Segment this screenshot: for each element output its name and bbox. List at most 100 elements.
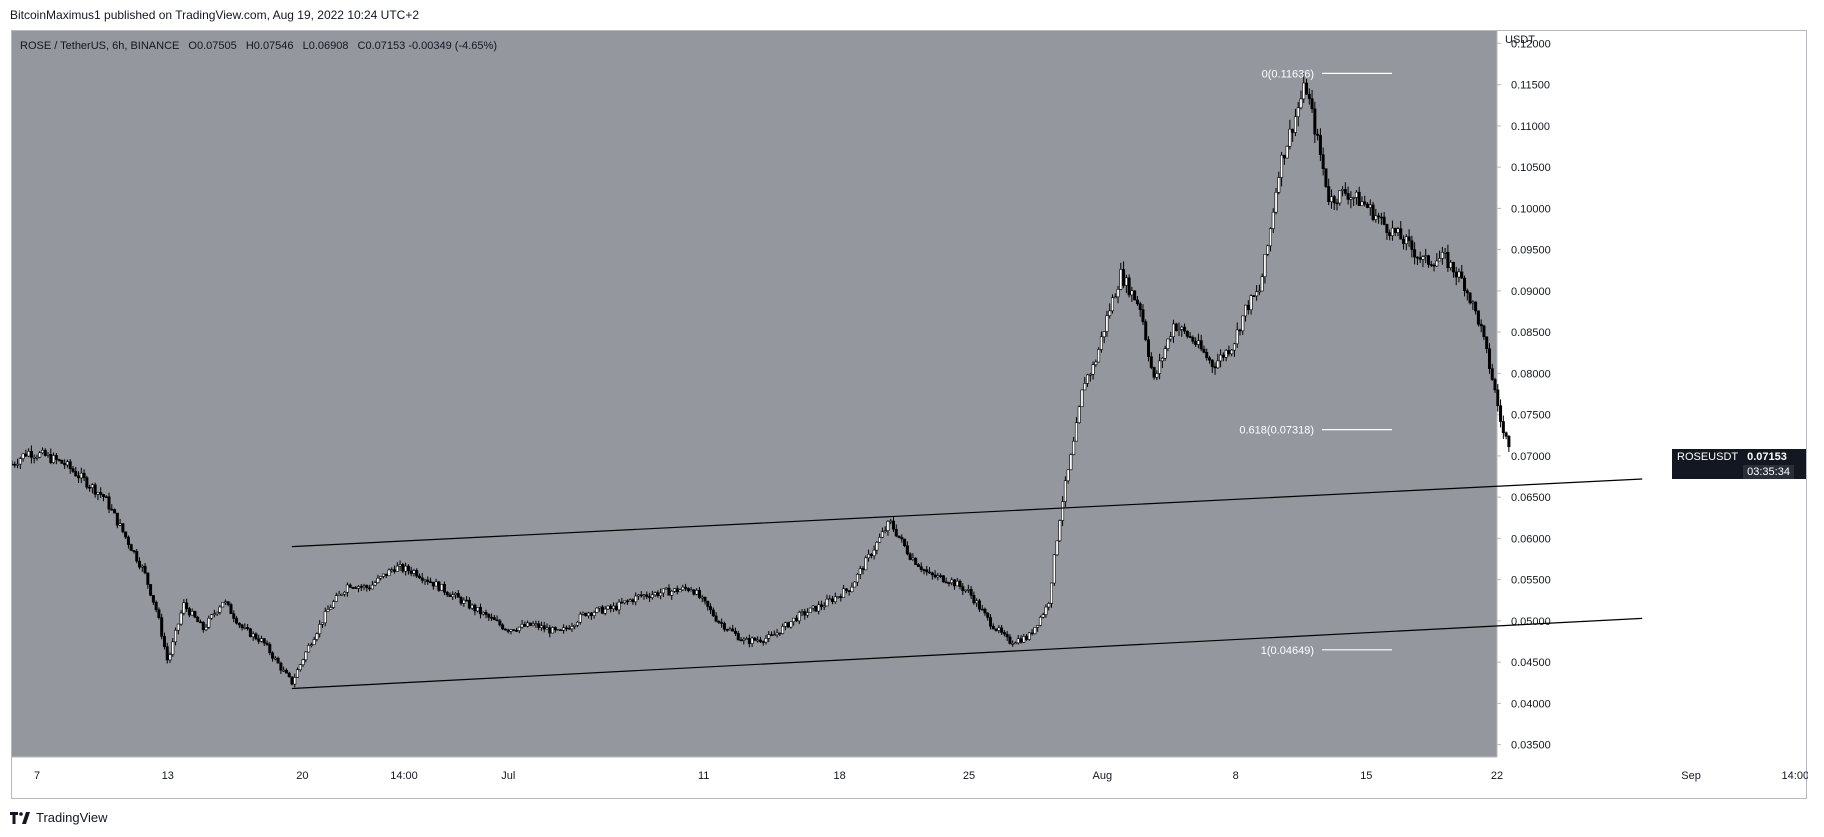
x-tick-label: 7 <box>34 770 40 782</box>
candle-body <box>783 622 787 627</box>
candle-body <box>844 588 848 591</box>
candle-body <box>842 588 846 598</box>
candle-body <box>911 557 915 560</box>
channel-lower-line[interactable] <box>291 617 1643 690</box>
candle-body <box>1033 627 1037 635</box>
candle-body <box>761 641 765 643</box>
candle-body <box>831 598 835 602</box>
candle-body <box>187 608 191 616</box>
candle-body <box>71 468 75 472</box>
candle-body <box>168 654 172 661</box>
candle-body <box>174 629 178 643</box>
candle-body <box>312 639 316 645</box>
candle-body <box>198 621 202 624</box>
candle-body <box>975 600 979 604</box>
candle-body <box>1213 366 1217 369</box>
legend-low-label: L <box>302 40 309 52</box>
candle-body <box>756 639 760 642</box>
candle-body <box>612 605 616 610</box>
candle-body <box>124 531 128 538</box>
candle-body <box>1468 292 1472 304</box>
fib-level-label: 0(0.11636) <box>1262 68 1314 80</box>
tradingview-logo-icon <box>10 811 30 824</box>
candle-body <box>1235 329 1239 345</box>
candle-body <box>118 523 122 526</box>
candle-body <box>819 604 823 607</box>
candle-body <box>531 623 535 626</box>
candle-body <box>720 622 724 624</box>
candle-body <box>420 577 424 581</box>
chart-frame: USDT 0.12000 0.11500 0.11000 0.10500 0.10000 0… <box>11 30 1808 800</box>
y-tick-label: 0.08000 <box>1511 368 1551 380</box>
candle-body <box>983 608 987 614</box>
candle-body <box>1219 354 1223 362</box>
candle-body <box>132 550 136 552</box>
candle-body <box>65 461 69 466</box>
y-tick-label: 0.09000 <box>1511 286 1551 298</box>
candle-body <box>448 594 452 598</box>
candle-body <box>1210 359 1214 367</box>
candle-body <box>1158 360 1162 374</box>
candle-body <box>1296 107 1300 118</box>
candle-body <box>38 452 42 458</box>
candle-body <box>614 605 618 611</box>
candle-body <box>1501 421 1505 434</box>
candle-body <box>1141 309 1145 323</box>
candle-body <box>1285 146 1289 159</box>
candle-body <box>661 588 665 594</box>
candle-body <box>1343 189 1347 194</box>
candle-body <box>1088 373 1092 376</box>
candle-body <box>298 664 302 671</box>
candle-body <box>972 594 976 604</box>
candle-body <box>1446 251 1450 268</box>
candle-body <box>1393 227 1397 233</box>
candle-body <box>126 536 130 545</box>
legend-change: -0.00349 (-4.65%) <box>408 40 497 52</box>
candle-body <box>24 453 28 457</box>
candle-body <box>770 634 774 636</box>
candle-body <box>210 614 214 619</box>
candle-body <box>323 611 327 624</box>
candle-body <box>620 601 624 604</box>
price-tag-countdown: 03:35:34 <box>1743 465 1794 479</box>
candle-body <box>18 458 22 465</box>
candle-body <box>869 553 873 557</box>
candle-body <box>656 592 660 597</box>
candle-body <box>939 575 943 577</box>
candle-body <box>223 601 227 603</box>
candle-body <box>1174 323 1178 331</box>
candle-body <box>1487 348 1491 369</box>
channel-upper-line[interactable] <box>291 478 1643 548</box>
y-tick-label: 0.04000 <box>1511 698 1551 710</box>
plot-area[interactable] <box>12 31 1497 757</box>
candle-body <box>1368 204 1372 208</box>
candle-body <box>151 595 155 603</box>
candle-body <box>581 612 585 615</box>
candle-body <box>775 632 779 636</box>
candle-body <box>1440 252 1444 259</box>
candle-body <box>889 520 893 523</box>
candle-body <box>1327 186 1331 203</box>
candle-body <box>711 609 715 617</box>
y-tick-label: 0.10500 <box>1511 162 1551 174</box>
candle-body <box>1424 255 1428 257</box>
candle-body <box>90 484 94 488</box>
candle-body <box>664 587 668 590</box>
candle-body <box>1011 643 1015 645</box>
candle-body <box>1063 480 1067 502</box>
candle-body <box>218 606 222 613</box>
candle-body <box>1460 271 1464 279</box>
tradingview-brand[interactable]: TradingView <box>10 810 108 825</box>
candle-body <box>492 617 496 621</box>
candle-body <box>467 599 471 609</box>
candle-body <box>1166 338 1170 349</box>
candle-body <box>381 573 385 577</box>
candle-body <box>603 608 607 614</box>
candle-body <box>1047 603 1051 608</box>
candle-body <box>1038 616 1042 626</box>
candle-body <box>1208 357 1212 361</box>
candle-body <box>731 628 735 632</box>
candle-body <box>515 630 519 632</box>
candle-body <box>46 454 50 456</box>
